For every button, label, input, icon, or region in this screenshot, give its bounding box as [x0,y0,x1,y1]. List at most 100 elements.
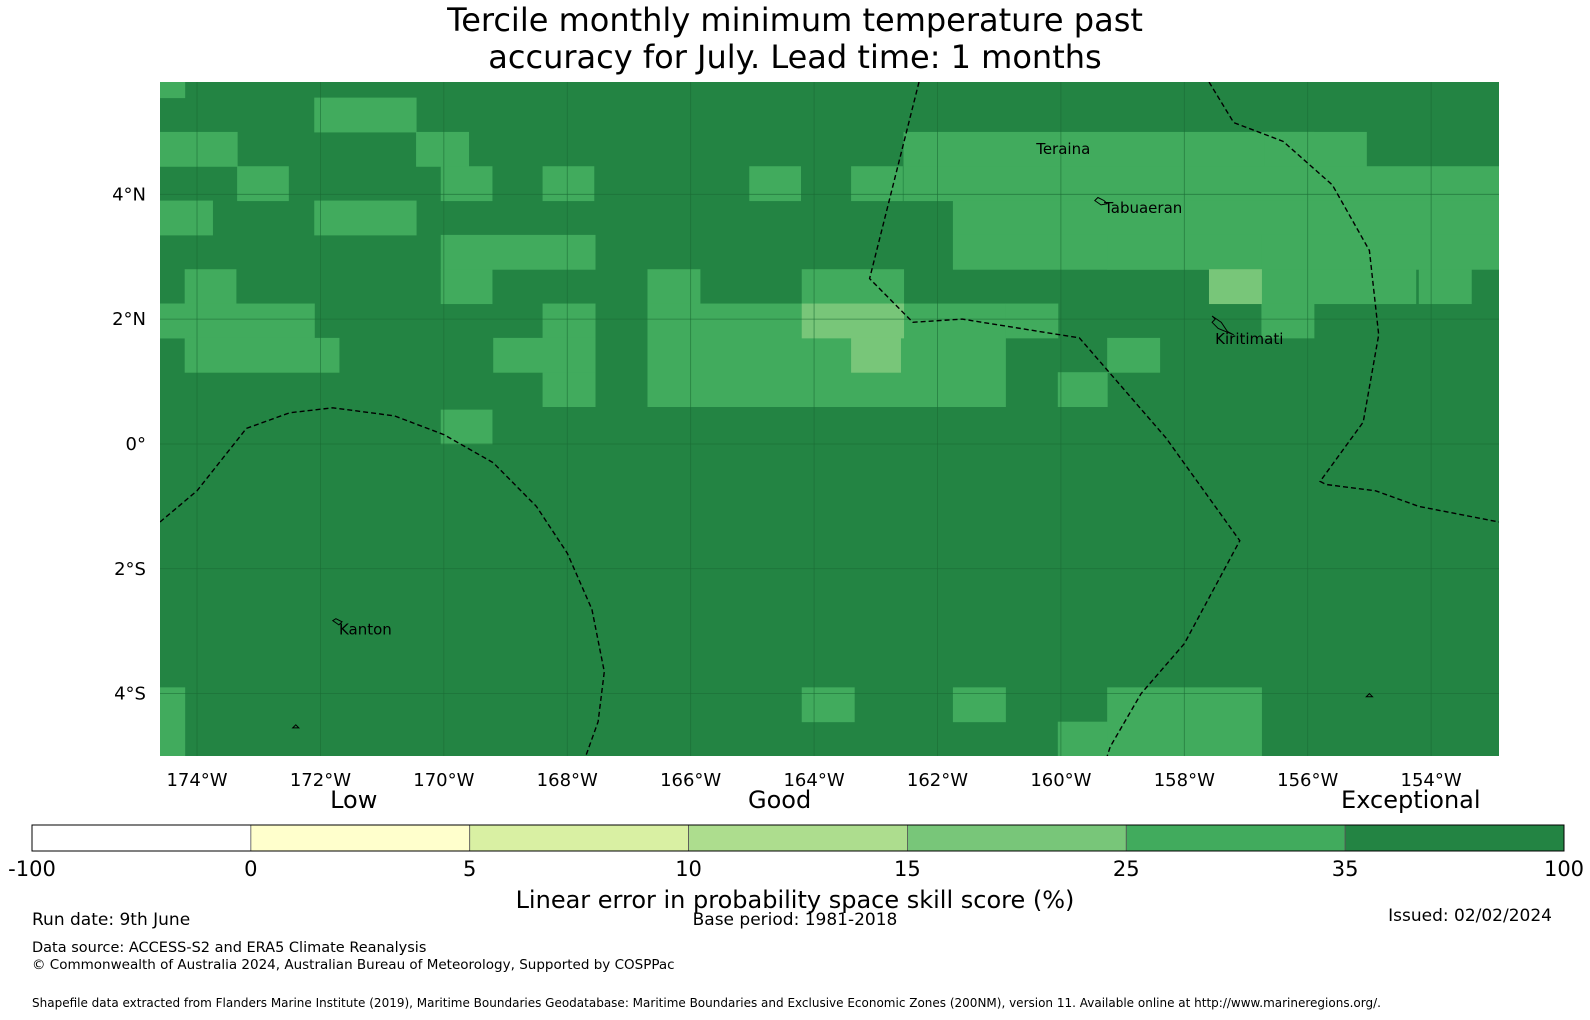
base-period: Base period: 1981-2018 [692,910,898,930]
colorbar-segment [907,824,1127,852]
eez-boundaries [160,82,1499,756]
island-outline [331,618,343,626]
island-outline [291,724,300,729]
colorbar-tick-label: 10 [675,857,702,881]
longitude-tick-label: 170°W [413,770,474,791]
skill-cell [440,269,493,305]
skill-cell [801,687,855,723]
colorbar-label: Linear error in probability space skill … [515,886,1075,914]
skill-cell [542,166,595,202]
skill-cell [952,200,1499,236]
place-label: Kanton [339,620,392,638]
skill-cell [1418,269,1472,305]
longitude-tick-label: 168°W [537,770,598,791]
skill-cell [160,687,186,756]
run-date: Run date: 9th June [32,910,191,930]
skill-cell [440,234,596,270]
colorbar-segment [250,824,471,852]
skill-cell [542,372,596,408]
title-line-1: Tercile monthly minimum temperature past [447,1,1143,39]
skill-cell [440,166,493,202]
island-outline [1094,196,1109,206]
eez-boundary-line [160,407,606,756]
colorbar-category-label: Low [330,786,378,814]
latitude-tick-label: 2°S [114,559,146,580]
island-outlines [291,196,1374,729]
map-title: Tercile monthly minimum temperature past… [0,2,1590,76]
skill-cell [314,200,417,236]
latitude-tick-label: 4°N [112,184,146,205]
colorbar-category-label: Good [748,786,812,814]
longitude-tick-label: 174°W [166,770,227,791]
longitude-tick-label: 166°W [660,770,721,791]
skill-cell [749,166,801,202]
colorbar-tick-label: 35 [1331,857,1359,881]
skill-cell [184,269,237,305]
longitude-tick-labels: 174°W 172°W 170°W 168°W 166°W 164°W 162°W 160°W… [166,770,1461,791]
skill-cell [160,82,186,99]
colorbar-tick-label: -100 [8,857,56,881]
colorbar-tick-label: 25 [1112,857,1140,881]
skill-cell [364,756,417,763]
colorbar-segment [31,824,252,852]
colorbar-tick-label: 15 [894,857,921,881]
skill-cell [160,131,238,167]
skill-cell [647,269,701,305]
skill-cell [952,687,1006,723]
skill-cell [416,131,470,167]
place-labels: Teraina Tabuaeran Kiritimati Kanton [339,140,1283,639]
colorbar-frame [31,824,1565,852]
skill-cell [440,409,493,445]
island-outline [1211,315,1234,336]
skill-cell [237,166,289,202]
eez-boundary-line [1208,82,1499,523]
colorbar-segment [1125,824,1346,852]
longitude-tick-label: 162°W [907,770,968,791]
skill-cell [1107,337,1161,373]
skill-cell [1261,269,1417,305]
issued-date: Issued: 02/02/2024 [1388,906,1552,926]
longitude-tick-label: 156°W [1277,770,1338,791]
place-label: Teraina [1035,140,1090,158]
island-outline [1365,692,1374,698]
skill-cell [801,303,905,339]
colorbar [31,824,1565,852]
colorbar-tick-label: 5 [463,857,477,881]
place-label: Kiritimati [1215,330,1283,348]
copyright: © Commonwealth of Australia 2024, Austra… [32,957,675,973]
skill-cell [851,166,903,202]
skill-cell [160,200,213,236]
eez-boundary-line [868,82,1241,756]
colorbar-category-label: Exceptional [1341,786,1481,814]
latitude-tick-label: 4°S [114,684,146,705]
latitude-tick-label: 2°N [112,309,146,330]
colorbar-tick-label: 100 [1543,857,1585,881]
shapefile-credit: Shapefile data extracted from Flanders M… [32,996,1381,1010]
skill-cell [903,131,1315,167]
skill-cell [903,166,1499,202]
colorbar-segment [688,824,908,852]
colorbar-segment [1344,824,1565,852]
skill-cell [1264,131,1367,167]
latitude-tick-labels: 4°N 2°N 0° 2°S 4°S [112,184,146,704]
colorbar-segment [469,824,689,852]
skill-cell [851,337,901,373]
colorbar-tick-label: 0 [244,857,258,881]
data-source: Data source: ACCESS-S2 and ERA5 Climate … [32,940,427,956]
longitude-tick-label: 172°W [290,770,351,791]
skill-cell [1261,303,1315,339]
place-label: Tabuaeran [1103,199,1182,217]
skill-cell [801,269,905,305]
longitude-tick-label: 160°W [1030,770,1091,791]
title-line-2: accuracy for July. Lead time: 1 months [488,38,1102,76]
skill-cell [160,303,315,339]
skill-grid [160,82,1499,763]
longitude-tick-label: 164°W [783,770,844,791]
skill-cell [1057,372,1108,408]
skill-cell [493,337,596,373]
skill-cell [1208,269,1262,305]
latitude-tick-label: 0° [126,434,146,455]
skill-cell [542,303,596,339]
longitude-tick-label: 158°W [1154,770,1215,791]
